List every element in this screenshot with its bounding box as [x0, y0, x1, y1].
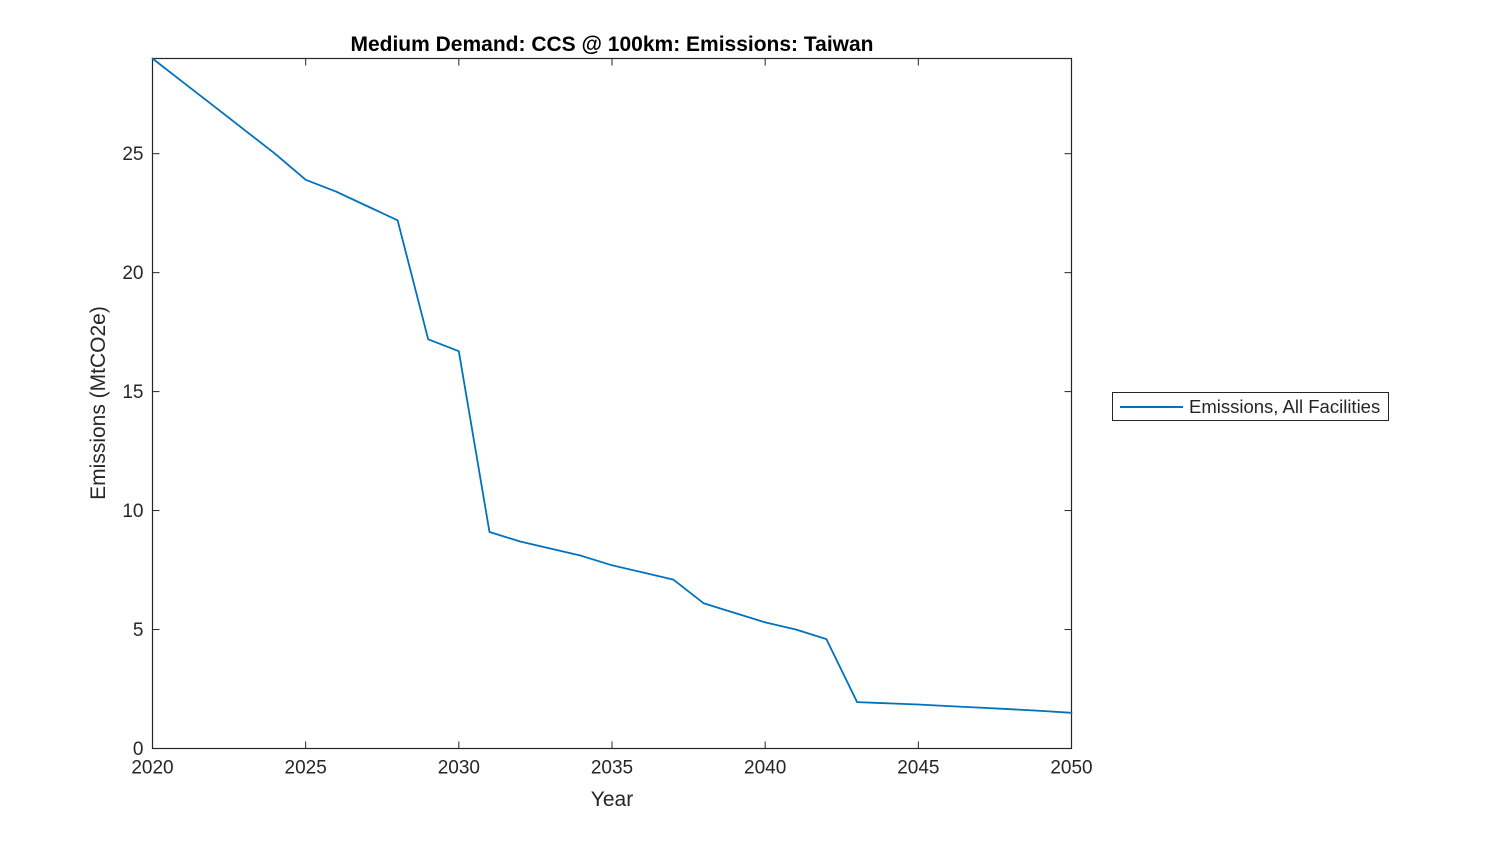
x-tick-label: 2035	[591, 758, 633, 779]
y-tick-label: 15	[122, 382, 143, 403]
y-tick-label: 20	[122, 263, 143, 284]
y-tick-label: 0	[133, 739, 144, 760]
x-axis-label: Year	[590, 788, 634, 811]
x-tick-label: 2050	[1050, 758, 1092, 779]
y-tick-label: 5	[133, 620, 144, 641]
axes-box	[151, 57, 1073, 750]
x-tick-label: 2040	[744, 758, 786, 779]
x-tick-label: 2025	[285, 758, 327, 779]
y-axis-label: Emissions (MtCO2e)	[87, 306, 110, 500]
x-tick-label: 2045	[897, 758, 939, 779]
chart-title: Medium Demand: CCS @ 100km: Emissions: T…	[350, 33, 874, 56]
legend-line-sample	[1120, 405, 1183, 408]
y-tick-label: 25	[122, 144, 143, 165]
x-tick-label: 2030	[438, 758, 480, 779]
x-tick-label: 2020	[131, 758, 173, 779]
legend-entry-label: Emissions, All Facilities	[1189, 395, 1381, 417]
emissions-line	[151, 57, 1073, 714]
y-tick-label: 10	[122, 501, 143, 522]
legend: Emissions, All Facilities	[1112, 392, 1389, 421]
